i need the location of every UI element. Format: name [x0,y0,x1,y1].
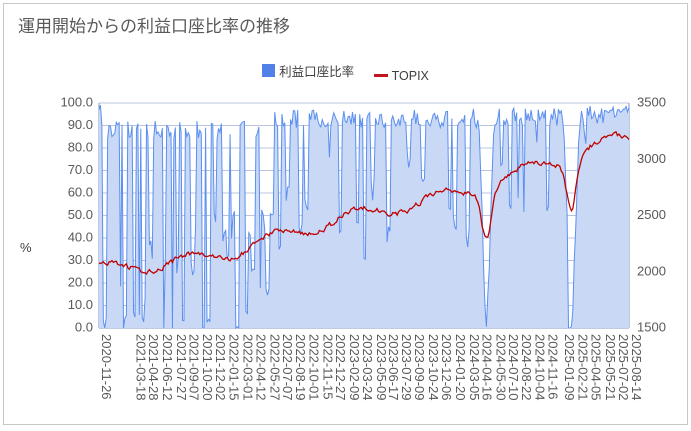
svg-text:10.0: 10.0 [68,297,93,312]
svg-text:2025-04-05: 2025-04-05 [589,334,604,401]
svg-text:2023-07-29: 2023-07-29 [399,334,414,401]
svg-text:2022-12-27: 2022-12-27 [333,334,348,401]
svg-text:2021-12-02: 2021-12-02 [213,334,228,401]
svg-text:40.0: 40.0 [68,230,93,245]
svg-text:2025-08-14: 2025-08-14 [629,334,644,401]
svg-text:2021-10-20: 2021-10-20 [200,334,215,401]
svg-text:3500: 3500 [637,95,666,110]
svg-text:2000: 2000 [637,263,666,278]
svg-text:2024-07-10: 2024-07-10 [506,334,521,401]
svg-text:2022-03-01: 2022-03-01 [241,334,256,401]
svg-text:2023-02-09: 2023-02-09 [347,334,362,401]
svg-text:2024-08-22: 2024-08-22 [519,334,534,401]
svg-text:30.0: 30.0 [68,252,93,267]
svg-text:2022-04-12: 2022-04-12 [254,334,269,401]
svg-text:100.0: 100.0 [60,95,93,110]
svg-text:3000: 3000 [637,151,666,166]
svg-text:2022-10-01: 2022-10-01 [306,334,321,401]
svg-text:2022-07-07: 2022-07-07 [280,334,295,401]
svg-text:2023-03-24: 2023-03-24 [360,334,375,401]
svg-text:60.0: 60.0 [68,185,93,200]
svg-text:0.0: 0.0 [75,320,93,335]
svg-text:2022-11-15: 2022-11-15 [320,334,335,400]
svg-text:50.0: 50.0 [68,207,93,222]
svg-text:2023-06-17: 2023-06-17 [386,334,401,401]
svg-text:2021-09-07: 2021-09-07 [187,334,202,401]
svg-text:2022-01-15: 2022-01-15 [227,334,242,401]
svg-text:2500: 2500 [637,207,666,222]
svg-text:20.0: 20.0 [68,275,93,290]
svg-text:70.0: 70.0 [68,162,93,177]
svg-text:2021-04-28: 2021-04-28 [146,334,161,401]
svg-text:2025-07-02: 2025-07-02 [616,334,631,401]
svg-text:2024-11-16: 2024-11-16 [546,334,561,400]
svg-text:80.0: 80.0 [68,140,93,155]
svg-text:2022-08-19: 2022-08-19 [293,334,308,401]
svg-text:2024-01-20: 2024-01-20 [453,334,468,400]
svg-text:2023-10-24: 2023-10-24 [426,334,441,401]
svg-text:2025-05-21: 2025-05-21 [603,334,618,401]
svg-text:2021-07-27: 2021-07-27 [174,334,189,401]
svg-text:2024-10-04: 2024-10-04 [532,334,547,401]
svg-text:1500: 1500 [637,320,666,335]
svg-text:2025-02-21: 2025-02-21 [575,334,590,401]
svg-text:2020-11-26: 2020-11-26 [99,334,114,400]
svg-text:90.0: 90.0 [68,117,93,132]
svg-text:2023-09-09: 2023-09-09 [412,334,427,401]
svg-text:2023-12-06: 2023-12-06 [439,334,454,401]
svg-text:2021-06-12: 2021-06-12 [160,334,175,401]
svg-text:2024-04-16: 2024-04-16 [480,334,495,401]
svg-text:2025-01-09: 2025-01-09 [562,334,577,401]
svg-text:2024-03-05: 2024-03-05 [467,334,482,401]
